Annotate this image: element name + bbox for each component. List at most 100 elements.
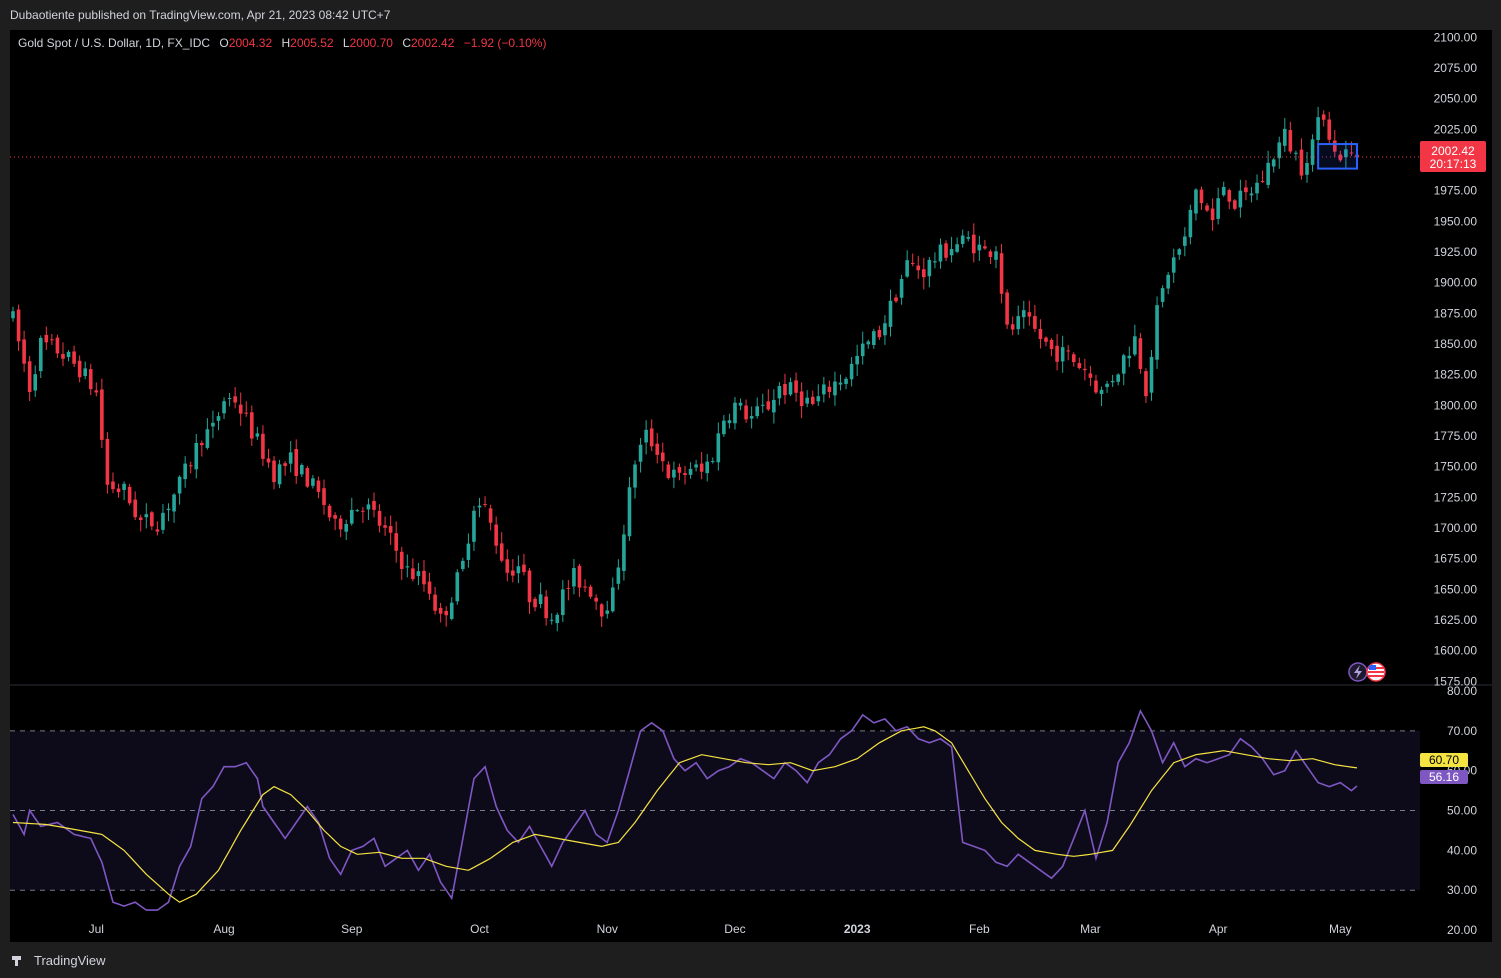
candle-body	[927, 259, 932, 277]
candle-body	[1027, 312, 1032, 317]
candle-body	[383, 525, 387, 528]
candle-body	[66, 351, 71, 358]
candle-body	[155, 529, 160, 532]
candle-body	[283, 463, 287, 467]
price-tick-label: 1900.00	[1434, 276, 1478, 290]
candle-body	[44, 334, 49, 343]
candle-body	[760, 404, 765, 406]
rsi-tick-label: 50.00	[1447, 804, 1477, 818]
candle-body	[388, 526, 393, 533]
candle-body	[1288, 130, 1293, 152]
rsi-ma-tag-value: 60.70	[1429, 753, 1459, 767]
candle-body	[1321, 114, 1326, 120]
candle-body	[966, 237, 971, 239]
us-flag-icon[interactable]	[1366, 662, 1386, 682]
candle-body	[994, 251, 998, 260]
price-tick-label: 1825.00	[1434, 368, 1478, 382]
candle-body	[288, 452, 293, 464]
candle-body	[872, 331, 876, 345]
candle-body	[1155, 305, 1159, 360]
candle-body	[1255, 182, 1259, 194]
candle-body	[188, 465, 193, 467]
lightning-icon[interactable]	[1348, 662, 1368, 682]
candle-body	[1199, 189, 1204, 204]
candle-body	[727, 420, 732, 424]
candle-body	[1071, 354, 1076, 363]
price-pane[interactable]	[10, 106, 1492, 686]
candle-body	[660, 452, 665, 462]
candle-body	[261, 433, 265, 459]
rsi-value-tag-box	[1420, 770, 1468, 784]
candle-body	[61, 353, 65, 359]
top-bar: Dubaotiente published on TradingView.com…	[0, 0, 1501, 30]
candle-body	[1066, 350, 1071, 352]
time-axis[interactable]: Jul Aug Sep Oct Nov Dec 2023 Feb Mar Apr May	[89, 922, 1352, 936]
candle-body	[1088, 373, 1093, 378]
candle-body	[1038, 328, 1043, 340]
candle-body	[888, 300, 893, 327]
candle-body	[616, 567, 621, 584]
candle-body	[1105, 383, 1109, 388]
candle-body	[971, 234, 976, 254]
tradingview-logo[interactable]: TradingView	[12, 953, 106, 968]
candle-body	[749, 416, 754, 419]
candle-body	[777, 386, 782, 399]
candle-body	[577, 565, 582, 588]
candle-body	[849, 363, 854, 380]
candle-body	[883, 323, 887, 336]
candle-body	[461, 560, 465, 570]
candle-body	[1188, 209, 1193, 238]
price-tick-label: 1600.00	[1434, 644, 1478, 658]
candle-body	[1116, 374, 1120, 382]
candle-body	[949, 249, 954, 256]
candle-body	[805, 397, 809, 404]
price-tick-label: 1650.00	[1434, 582, 1478, 596]
candle-body	[783, 383, 787, 396]
tradingview-logo-icon	[12, 955, 28, 966]
candle-body	[50, 339, 54, 341]
candle-body	[55, 337, 60, 354]
candle-body	[688, 468, 693, 475]
candle-body	[1177, 249, 1182, 255]
legend-symbol: Gold Spot / U.S. Dollar, 1D, FX_IDC	[18, 36, 211, 50]
price-tick-label: 2050.00	[1434, 92, 1478, 106]
candle-body	[1310, 139, 1315, 165]
time-tick-label: Apr	[1209, 922, 1228, 936]
candle-body	[1083, 368, 1087, 371]
candle-body	[633, 464, 637, 488]
candle-body	[272, 460, 276, 483]
price-tick-label: 1675.00	[1434, 552, 1478, 566]
candle-body	[216, 416, 221, 421]
time-tick-label: May	[1329, 922, 1352, 936]
rsi-ma-tag-box	[1420, 753, 1468, 767]
candle-body	[527, 570, 532, 603]
time-tick-label: Mar	[1080, 922, 1101, 936]
range-box[interactable]	[1317, 143, 1359, 170]
candle-body	[894, 297, 898, 302]
candle-body	[594, 597, 598, 602]
candle-body	[438, 607, 443, 614]
rsi-tick-label: 80.00	[1447, 684, 1477, 698]
candle-body	[266, 458, 271, 463]
rsi-tick-label: 40.00	[1447, 843, 1477, 857]
candle-body	[1316, 117, 1320, 141]
candle-body	[411, 568, 415, 580]
price-axis[interactable]: 1575.00 1600.00 1625.00 1650.00 1675.00 1700.…	[1434, 30, 1478, 688]
candle-body	[238, 404, 243, 414]
candle-body	[244, 412, 249, 414]
candle-body	[538, 594, 543, 604]
time-tick-label: Nov	[597, 922, 618, 936]
price-tick-label: 1875.00	[1434, 306, 1478, 320]
candle-body	[955, 244, 959, 252]
candle-body	[466, 543, 471, 560]
candle-body	[1277, 142, 1282, 159]
rsi-pane[interactable]	[10, 708, 1420, 911]
rsi-tick-label: 30.00	[1447, 883, 1477, 897]
price-tick-label: 1625.00	[1434, 613, 1478, 627]
candle-body	[533, 598, 537, 608]
candle-body	[233, 396, 237, 403]
candle-body	[222, 401, 226, 414]
current-price-tag: 2002.42 20:17:13	[1420, 141, 1486, 172]
